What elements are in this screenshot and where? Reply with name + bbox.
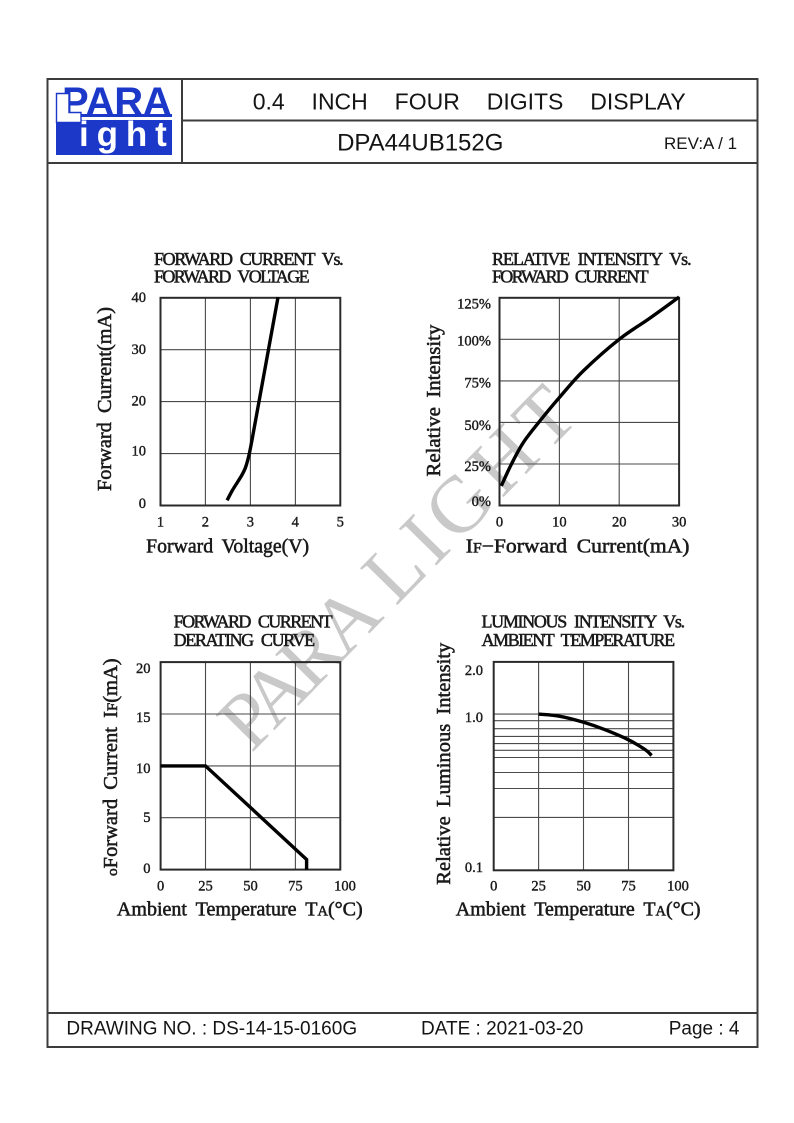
svg-text:50%: 50% xyxy=(464,418,491,434)
svg-text:DERATING CURVE: DERATING CURVE xyxy=(174,630,316,650)
svg-text:Forward Current(mA): Forward Current(mA) xyxy=(94,307,116,491)
svg-text:10: 10 xyxy=(132,444,147,460)
svg-text:DATE : 2021-03-20: DATE : 2021-03-20 xyxy=(421,1018,583,1039)
svg-text:4: 4 xyxy=(292,514,300,530)
svg-text:0.1: 0.1 xyxy=(465,860,483,876)
svg-text:FORWARD CURRENT Vs.: FORWARD CURRENT Vs. xyxy=(154,249,344,269)
svg-text:FORWARD CURRENT: FORWARD CURRENT xyxy=(174,612,333,632)
svg-text:2.0: 2.0 xyxy=(465,663,483,679)
svg-text:75: 75 xyxy=(621,878,636,894)
svg-text:75%: 75% xyxy=(464,376,491,392)
svg-text:RELATIVE INTENSITY Vs.: RELATIVE INTENSITY Vs. xyxy=(492,249,692,269)
svg-text:10: 10 xyxy=(552,514,567,530)
svg-text:125%: 125% xyxy=(457,296,491,312)
svg-text:0%: 0% xyxy=(472,494,491,510)
svg-text:40: 40 xyxy=(132,290,147,306)
svg-text:15: 15 xyxy=(136,710,151,726)
svg-text:Forward Voltage(V): Forward Voltage(V) xyxy=(146,536,309,558)
svg-text:0: 0 xyxy=(143,861,150,877)
svg-text:IF−Forward Current(mA): IF−Forward Current(mA) xyxy=(466,536,690,558)
svg-text:50: 50 xyxy=(576,878,591,894)
svg-text:Ambient Temperature TA(°C): Ambient Temperature TA(°C) xyxy=(117,899,363,921)
svg-text:5: 5 xyxy=(337,514,344,530)
svg-text:0: 0 xyxy=(157,878,164,894)
svg-text:10: 10 xyxy=(136,761,151,777)
svg-text:100%: 100% xyxy=(457,334,491,350)
svg-text:100: 100 xyxy=(667,878,689,894)
svg-text:25: 25 xyxy=(198,878,213,894)
svg-text:DPA44UB152G: DPA44UB152G xyxy=(337,129,503,156)
svg-text:3: 3 xyxy=(247,514,254,530)
svg-text:100: 100 xyxy=(334,878,356,894)
svg-text:Page : 4: Page : 4 xyxy=(669,1018,740,1039)
svg-text:0: 0 xyxy=(496,514,503,530)
svg-text:FORWARD CURRENT: FORWARD CURRENT xyxy=(492,267,649,287)
svg-text:0: 0 xyxy=(490,878,497,894)
svg-text:Relative Intensity: Relative Intensity xyxy=(423,325,445,477)
svg-text:50: 50 xyxy=(243,878,258,894)
svg-text:20: 20 xyxy=(136,661,151,677)
svg-text:75: 75 xyxy=(288,878,303,894)
svg-text:20: 20 xyxy=(612,514,627,530)
svg-text:30: 30 xyxy=(672,514,687,530)
svg-text:25%: 25% xyxy=(464,459,491,475)
svg-text:30: 30 xyxy=(132,342,147,358)
svg-text:Ambient Temperature TA(°C): Ambient Temperature TA(°C) xyxy=(456,899,701,921)
svg-text:0.4 INCH FOUR DIGITS DISPLAY: 0.4 INCH FOUR DIGITS DISPLAY xyxy=(253,89,686,115)
svg-text:5: 5 xyxy=(143,810,150,826)
svg-text:LUMINOUS INTENSITY Vs.: LUMINOUS INTENSITY Vs. xyxy=(482,612,686,632)
svg-text:20: 20 xyxy=(132,394,147,410)
svg-text:oForward Current IF(mA): oForward Current IF(mA) xyxy=(100,658,122,876)
svg-text:1: 1 xyxy=(157,514,164,530)
svg-text:AMBIENT TEMPERATURE: AMBIENT TEMPERATURE xyxy=(482,630,676,650)
svg-text:REV:A / 1: REV:A / 1 xyxy=(664,134,737,153)
svg-text:2: 2 xyxy=(202,514,209,530)
svg-text:0: 0 xyxy=(139,496,146,512)
svg-text:FORWARD VOLTAGE: FORWARD VOLTAGE xyxy=(154,267,310,287)
svg-text:25: 25 xyxy=(531,878,546,894)
svg-text:DRAWING NO. : DS-14-15-0160G: DRAWING NO. : DS-14-15-0160G xyxy=(66,1018,357,1039)
svg-text:Relative Luminous Intensity: Relative Luminous Intensity xyxy=(433,643,455,885)
svg-text:1.0: 1.0 xyxy=(465,710,483,726)
